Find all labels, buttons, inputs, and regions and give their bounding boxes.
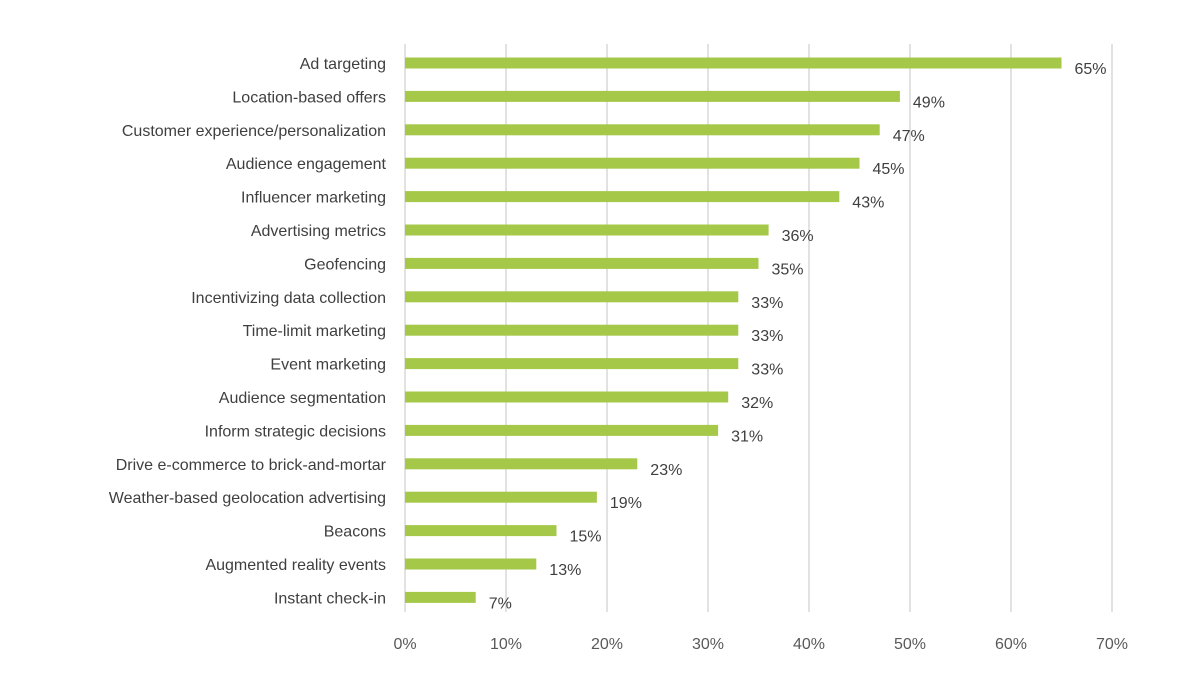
data-labels: 65% 49% 47% 45% 43% 36% 35% 33% 33% 33% 32% 31% 23% 1… [489, 61, 1107, 612]
category-label: Time-limit marketing [243, 323, 386, 340]
data-label: 49% [913, 94, 945, 111]
bar [405, 291, 739, 303]
category-label: Beacons [324, 524, 386, 541]
x-tick-label: 20% [591, 636, 623, 653]
data-label: 33% [751, 362, 783, 379]
bar [405, 358, 739, 370]
category-label: Audience segmentation [219, 390, 386, 407]
data-label: 32% [741, 395, 773, 412]
bar [405, 224, 769, 236]
bar [405, 191, 840, 203]
data-label: 36% [782, 228, 814, 245]
x-tick-label: 50% [894, 636, 926, 653]
bar [405, 90, 900, 102]
x-tick-label: 70% [1096, 636, 1128, 653]
bars [405, 57, 1062, 603]
category-label: Location-based offers [232, 89, 386, 106]
bar [405, 591, 476, 603]
data-label: 45% [873, 161, 905, 178]
data-label: 65% [1075, 61, 1107, 78]
category-label: Audience engagement [226, 156, 387, 173]
x-axis-tick-labels: 0% 10% 20% 30% 40% 50% 60% 70% [393, 636, 1128, 653]
bar [405, 257, 759, 269]
bar [405, 525, 557, 537]
data-label: 43% [852, 195, 884, 212]
x-tick-label: 40% [793, 636, 825, 653]
category-label: Advertising metrics [251, 223, 386, 240]
category-label: Incentivizing data collection [191, 290, 386, 307]
bar [405, 157, 860, 169]
bar [405, 57, 1062, 69]
x-tick-label: 30% [692, 636, 724, 653]
category-labels: Ad targeting Location-based offers Custome… [109, 56, 387, 607]
x-tick-label: 0% [393, 636, 416, 653]
x-tick-label: 60% [995, 636, 1027, 653]
category-label: Instant check-in [274, 590, 386, 607]
bar [405, 458, 638, 470]
category-label: Customer experience/personalization [122, 123, 386, 140]
data-label: 47% [893, 128, 925, 145]
category-label: Augmented reality events [205, 557, 386, 574]
bar [405, 324, 739, 336]
data-label: 35% [772, 261, 804, 278]
category-label: Influencer marketing [241, 190, 386, 207]
bar [405, 491, 597, 503]
category-label: Inform strategic decisions [205, 423, 386, 440]
bar [405, 558, 537, 570]
category-label: Drive e-commerce to brick-and-mortar [116, 457, 387, 474]
category-label: Weather-based geolocation advertising [109, 490, 386, 507]
data-label: 13% [549, 562, 581, 579]
data-label: 19% [610, 495, 642, 512]
bar [405, 424, 719, 436]
data-label: 7% [489, 595, 512, 612]
data-label: 31% [731, 428, 763, 445]
data-label: 15% [570, 529, 602, 546]
category-label: Geofencing [304, 256, 386, 273]
category-label: Event marketing [270, 357, 386, 374]
data-label: 33% [751, 295, 783, 312]
data-label: 23% [650, 462, 682, 479]
bar [405, 391, 729, 403]
data-label: 33% [751, 328, 783, 345]
category-label: Ad targeting [300, 56, 386, 73]
x-tick-label: 10% [490, 636, 522, 653]
bar [405, 124, 880, 136]
